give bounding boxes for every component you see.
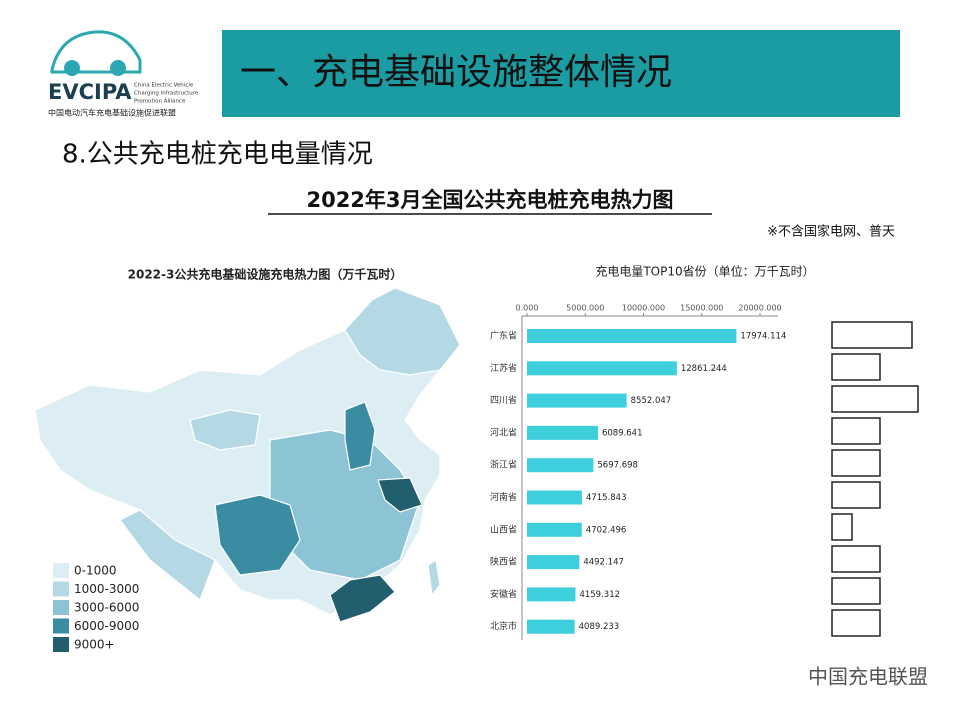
icon-row xyxy=(831,321,913,349)
value-label: 4715.843 xyxy=(586,493,627,503)
x-tick-label: 0.000 xyxy=(516,304,539,313)
y-tick-label: 广东省 xyxy=(490,330,517,342)
map-province xyxy=(377,477,423,513)
map-province xyxy=(329,574,396,623)
value-label: 4089.233 xyxy=(579,622,620,632)
logo-wheel xyxy=(110,60,126,76)
chart-title: 充电电量TOP10省份（单位：万千瓦时） xyxy=(595,264,814,279)
bar xyxy=(527,619,575,634)
bar xyxy=(527,329,737,343)
y-tick-label: 江苏省 xyxy=(490,362,517,374)
logo: EVCIPA China Electric Vehicle Charging I… xyxy=(48,30,199,118)
x-tick-label: 10000.000 xyxy=(622,304,665,313)
legend-label: 1000-3000 xyxy=(74,582,139,596)
value-label: 6089.641 xyxy=(602,428,643,438)
bar xyxy=(527,522,582,537)
map-province xyxy=(119,509,216,601)
value-label: 17974.114 xyxy=(740,332,786,342)
icon-row xyxy=(831,545,881,573)
map-province xyxy=(189,409,261,451)
x-tick-label: 20000.000 xyxy=(738,304,781,313)
legend-swatch xyxy=(53,600,69,615)
legend-label: 0-1000 xyxy=(74,564,117,578)
logo-name: EVCIPA xyxy=(48,80,132,104)
logo-english: Promotion Alliance xyxy=(134,99,186,105)
x-tick-label: 15000.000 xyxy=(680,304,723,313)
note: ※不含国家电网、普天 xyxy=(767,224,895,240)
header-title: 一、充电基础设施整体情况 xyxy=(240,52,672,93)
icon-row xyxy=(831,385,919,413)
legend-label: 6000-9000 xyxy=(74,619,139,633)
bar-chart: 0.000 5000.000 10000.000 15000.000 20000.000… xyxy=(490,304,786,634)
header-banner xyxy=(222,30,900,117)
y-tick-label: 四川省 xyxy=(490,394,517,406)
section-title: 8.公共充电桩充电电量情况 xyxy=(62,140,373,170)
bar xyxy=(527,393,627,408)
icon-row xyxy=(831,513,853,541)
legend-swatch xyxy=(53,618,69,634)
y-tick-label: 河南省 xyxy=(490,491,517,503)
y-tick-label: 河北省 xyxy=(490,426,517,438)
icon-row xyxy=(831,577,881,605)
bar xyxy=(527,555,580,570)
bar xyxy=(527,361,677,376)
bar xyxy=(527,458,594,473)
vehicle-icons xyxy=(831,321,919,637)
legend-swatch xyxy=(53,581,69,597)
icon-row xyxy=(831,417,881,445)
legend-label: 9000+ xyxy=(74,638,115,652)
legend-label: 3000-6000 xyxy=(74,601,139,615)
bar xyxy=(527,587,576,602)
y-tick-label: 浙江省 xyxy=(490,459,517,471)
watermark: 中国充电联盟 xyxy=(808,665,928,689)
y-tick-label: 安徽省 xyxy=(490,588,517,600)
y-tick-label: 北京市 xyxy=(490,620,517,632)
legend-swatch xyxy=(53,637,69,652)
value-label: 5697.698 xyxy=(597,461,638,471)
logo-car xyxy=(50,30,142,74)
logo-chinese: 中国电动汽车充电基础设施促进联盟 xyxy=(48,108,176,118)
map-title: 2022-3公共充电基础设施充电热力图（万千瓦时） xyxy=(128,267,403,282)
logo-english: Charging Infrastructure xyxy=(134,91,199,97)
map xyxy=(34,287,461,623)
icon-row xyxy=(831,353,881,381)
legend-swatch xyxy=(53,563,69,578)
logo-wheel xyxy=(64,60,80,76)
slide-title: 2022年3月全国公共充电桩充电热力图 xyxy=(306,188,673,212)
bar xyxy=(527,425,598,440)
x-tick-label: 5000.000 xyxy=(566,304,604,313)
map-province xyxy=(427,559,441,597)
value-label: 4492.147 xyxy=(583,558,624,568)
map-legend: 0-1000 1000-3000 3000-6000 6000-9000 9000+ xyxy=(53,563,139,652)
value-label: 4159.312 xyxy=(579,590,620,600)
value-label: 12861.244 xyxy=(681,364,727,374)
icon-row xyxy=(831,609,881,637)
map-province xyxy=(344,401,376,471)
value-label: 4702.496 xyxy=(586,525,627,535)
icon-row xyxy=(831,449,881,477)
icon-row xyxy=(831,481,881,509)
map-province xyxy=(344,287,461,376)
value-label: 8552.047 xyxy=(631,396,672,406)
logo-english: China Electric Vehicle xyxy=(134,83,194,89)
y-tick-label: 陕西省 xyxy=(490,556,517,568)
map-province xyxy=(214,494,301,576)
bar xyxy=(527,490,582,505)
y-tick-label: 山西省 xyxy=(490,523,517,535)
